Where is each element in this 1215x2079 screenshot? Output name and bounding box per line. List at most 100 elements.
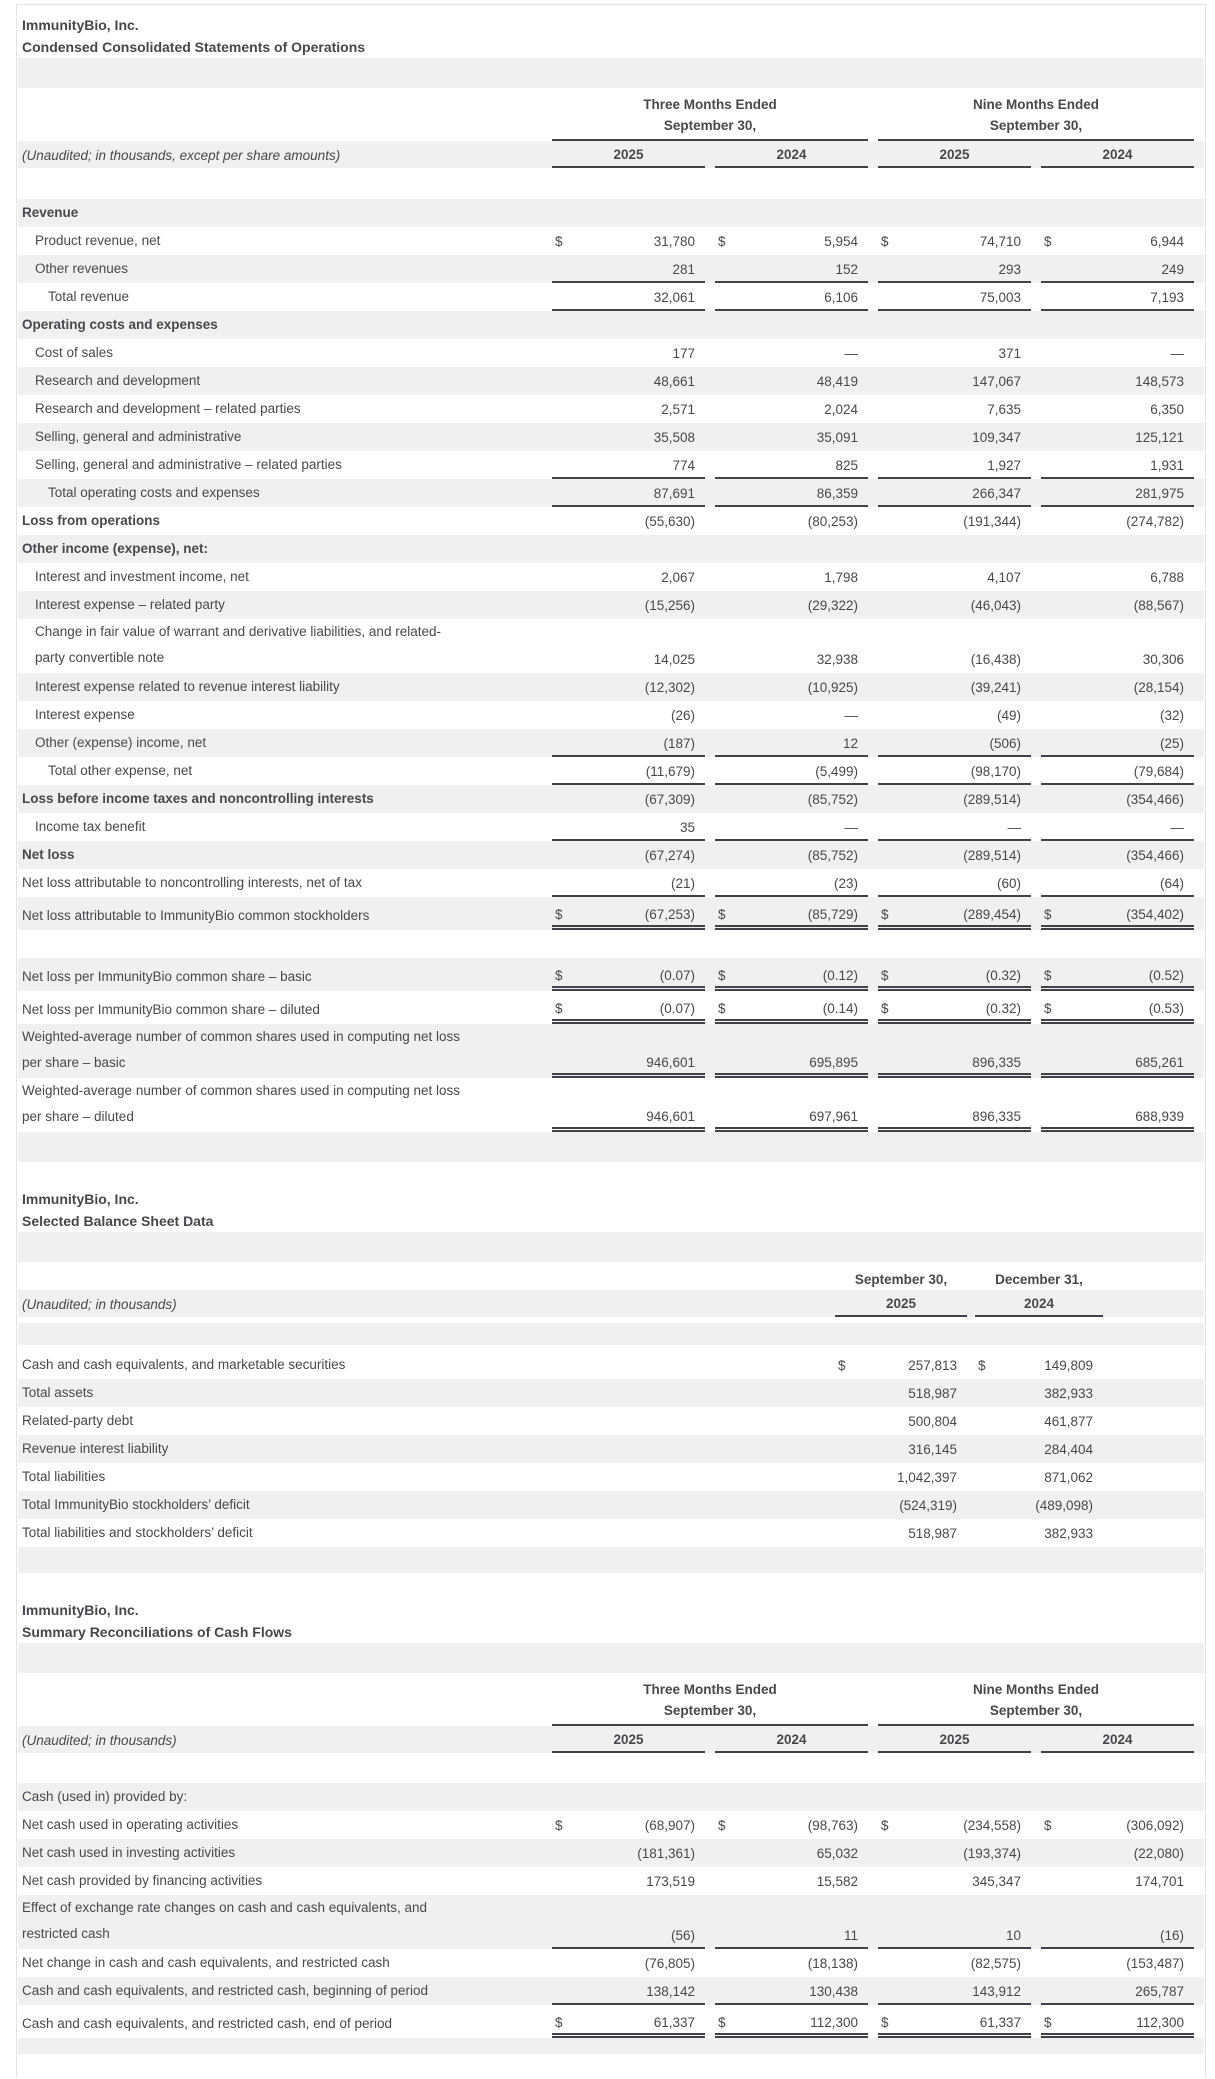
year-header-row: (Unaudited; in thousands) 2025 2024 [18,1290,1204,1317]
value: 152 [835,262,858,277]
three-months-header: Three Months Ended September 30, [552,1679,868,1726]
table-row: Loss before income taxes and noncontroll… [18,785,1204,813]
value: 109,347 [972,430,1021,445]
value: (22,080) [1133,1846,1184,1861]
value: (0.07) [659,1001,695,1016]
value-cell: (21) [552,869,705,897]
value: (49) [996,708,1021,723]
value-cell: $ (0.53) [1041,991,1194,1024]
value-cell: 265,787 [1041,1977,1194,2005]
value: (60) [996,876,1021,891]
value-cell: (85,752) [715,785,868,813]
value-cell: 6,350 [1041,395,1194,423]
value-cell: (22,080) [1041,1839,1194,1867]
nine-months-header: Nine Months Ended September 30, [878,94,1194,141]
dollar-sign: $ [555,907,563,922]
value: (354,466) [1126,848,1184,863]
value: 35,091 [816,430,858,445]
year-header: 2024 [1041,141,1194,168]
value-cell: 138,142 [552,1977,705,2005]
spacer-row [18,1547,1204,1573]
value-cell: (82,575) [878,1949,1031,1977]
value-cell: (39,241) [878,673,1031,701]
value-cell: — [715,339,868,367]
value-cell: 2,024 [715,395,868,423]
dollar-sign: $ [718,907,726,922]
value-cell: 148,573 [1041,367,1194,395]
value: 382,933 [1044,1526,1093,1541]
value: (98,763) [807,1818,858,1833]
table-row: Net cash provided by financing activitie… [18,1867,1204,1895]
value: (98,170) [970,764,1021,779]
value: (289,514) [963,792,1021,807]
spacer-row [18,168,1204,199]
spacer-row [18,1323,1204,1345]
value: 1,927 [987,458,1021,473]
row-label: Research and development – related parti… [35,401,301,416]
table-row: Net cash used in operating activities $ (6… [18,1811,1204,1839]
value-cell: (15,256) [552,591,705,619]
value-cell: $ (68,907) [552,1811,705,1839]
value-cell: (64) [1041,869,1194,897]
company-title: ImmunityBio, Inc. [22,1191,139,1207]
value-cell: 152 [715,255,868,283]
row-label: Total liabilities [22,1469,106,1484]
value-cell: 15,582 [715,1867,868,1895]
table-row: Change in fair value of warrant and deri… [18,619,1204,673]
value: 2,067 [661,570,695,585]
value: (56) [670,1928,695,1943]
table-row: Total liabilities and stockholders’ defi… [18,1519,1204,1547]
table-row: Weighted-average number of common shares… [18,1078,1204,1132]
company-title: ImmunityBio, Inc. [22,1602,139,1618]
value: 138,142 [646,1984,695,1999]
table-row: Interest and investment income, net 2,067… [18,563,1204,591]
row-label: Revenue [22,205,79,220]
table-row: Net cash used in investing activities (18… [18,1839,1204,1867]
value-cell: $257,813 [835,1351,967,1379]
dollar-sign: $ [881,907,889,922]
value-cell: $31,780 [552,227,705,255]
value: (0.32) [985,968,1021,983]
value-cell: (79,684) [1041,757,1194,785]
value: (79,684) [1133,764,1184,779]
row-label: Cost of sales [35,345,114,360]
value-cell: 2,067 [552,563,705,591]
value-cell: $ (0.14) [715,991,868,1024]
value-cell: (5,499) [715,757,868,785]
value: (26) [670,708,695,723]
value: 87,691 [653,486,695,501]
value-cell: 30,306 [1041,619,1194,673]
spacer-band [18,58,1204,88]
value-cell: 7,193 [1041,283,1194,311]
value-cell: (46,043) [878,591,1031,619]
value-cell: 266,347 [878,479,1031,507]
value-cell: $5,954 [715,227,868,255]
value: (506) [989,736,1021,751]
value-cell: (28,154) [1041,673,1194,701]
table-row: Total liabilities 1,042,397 871,062 [18,1463,1204,1491]
value: 685,261 [1135,1055,1184,1070]
row-label: Loss from operations [22,513,161,528]
value: (85,729) [807,907,858,922]
row-label: Income tax benefit [35,819,146,834]
dollar-sign: $ [1044,907,1052,922]
table-row: Research and development 48,661 48,419 147,… [18,367,1204,395]
row-label: Net loss per ImmunityBio common share – … [22,1002,320,1017]
table-row: Interest expense – related party (15,256)… [18,591,1204,619]
value-cell: (16,438) [878,619,1031,673]
value-cell: 461,877 [975,1407,1103,1435]
value-cell: (32) [1041,701,1194,729]
value-cell: 518,987 [835,1519,967,1547]
value-cell: 293 [878,255,1031,283]
value-cell: 173,519 [552,1867,705,1895]
value-cell: 382,933 [975,1519,1103,1547]
value-cell: (187) [552,729,705,757]
value: 48,419 [816,374,858,389]
value-cell: (193,374) [878,1839,1031,1867]
value: — [1007,820,1022,835]
value: 15,582 [816,1874,858,1889]
december-31-header: December 31, [995,1272,1083,1287]
value: 518,987 [908,1386,957,1401]
value-cell: $ (354,402) [1041,897,1194,930]
value-cell: — [1041,339,1194,367]
